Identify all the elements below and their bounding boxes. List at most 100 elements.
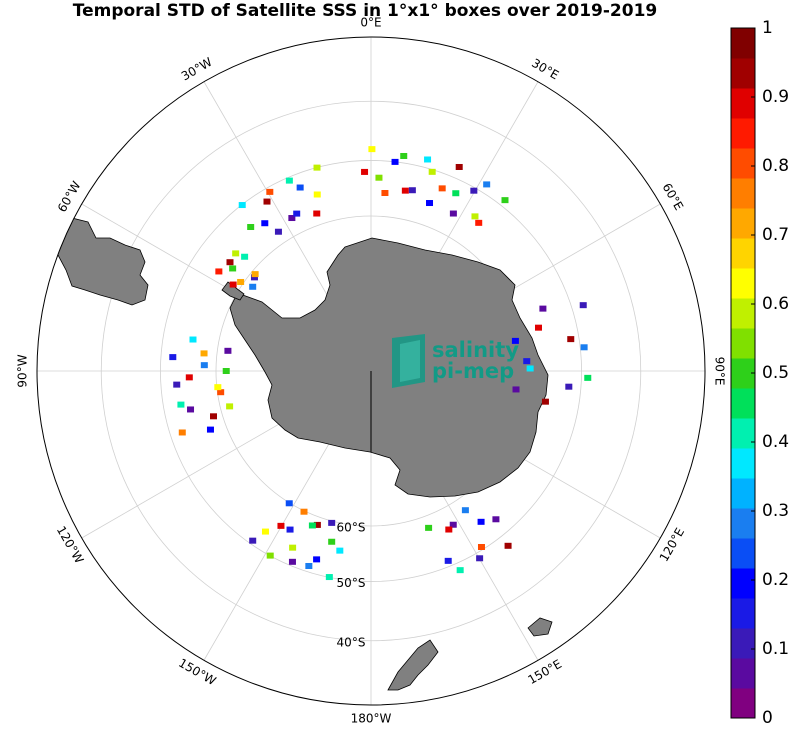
sss-std-cell bbox=[455, 163, 463, 170]
sss-std-cell bbox=[325, 574, 333, 581]
sss-std-cell bbox=[476, 555, 484, 562]
south-america bbox=[37, 204, 149, 306]
land-masses bbox=[37, 204, 553, 691]
sss-std-cell bbox=[177, 401, 185, 408]
sss-std-cell bbox=[285, 177, 293, 184]
sss-std-cell bbox=[579, 302, 587, 309]
colorbar-swatch bbox=[731, 328, 755, 359]
sss-std-cell bbox=[300, 508, 308, 515]
meridian-label: 120°W bbox=[54, 524, 87, 566]
sss-std-cell bbox=[209, 413, 217, 420]
colorbar-swatch bbox=[731, 268, 755, 299]
sss-std-cell bbox=[285, 500, 293, 507]
colorbar-tick-label: 0 bbox=[762, 708, 773, 728]
sss-std-cell bbox=[483, 181, 491, 188]
sss-std-cell bbox=[261, 528, 269, 535]
colorbar-tick-label: 0.8 bbox=[762, 156, 789, 176]
meridian-label: 120°E bbox=[657, 525, 687, 564]
colorbar-swatch bbox=[731, 598, 755, 629]
colorbar-swatch bbox=[731, 568, 755, 599]
logo-line1: salinity bbox=[432, 338, 519, 362]
colorbar-tick-label: 0.1 bbox=[762, 639, 789, 659]
colorbar-swatch bbox=[731, 388, 755, 419]
sss-std-cell bbox=[232, 250, 240, 257]
sss-std-cell bbox=[368, 146, 376, 153]
sss-std-cell bbox=[178, 429, 186, 436]
colorbar-tick-label: 0.4 bbox=[762, 432, 789, 452]
sss-std-cell bbox=[266, 552, 274, 559]
sss-std-cell bbox=[526, 365, 534, 372]
colorbar-ticks: 0 0.1 0.2 0.3 0.4 0.5 0.6 0.7 0.8 0.9 1 bbox=[751, 18, 789, 728]
colorbar-swatch bbox=[731, 448, 755, 479]
sss-std-cell bbox=[313, 164, 321, 171]
antarctica-landmass bbox=[227, 237, 549, 498]
colorbar-tick-label: 0.6 bbox=[762, 294, 789, 314]
sss-std-cell bbox=[565, 383, 573, 390]
sss-std-cell bbox=[222, 368, 230, 374]
colorbar-swatch bbox=[731, 118, 755, 149]
sss-std-cell bbox=[336, 547, 344, 554]
colorbar-tick-label: 0.3 bbox=[762, 501, 789, 521]
meridian-label: 150°W bbox=[176, 656, 218, 689]
sss-std-cell bbox=[449, 521, 457, 528]
sss-std-cell bbox=[200, 362, 208, 369]
sss-std-cell bbox=[580, 344, 588, 351]
sss-std-cell bbox=[206, 426, 214, 433]
sss-std-cell bbox=[401, 187, 409, 194]
sss-std-cell bbox=[424, 156, 432, 163]
sss-std-cell bbox=[226, 403, 234, 410]
sss-std-cell bbox=[217, 389, 225, 396]
sss-std-cell bbox=[289, 544, 297, 551]
sss-std-cell bbox=[567, 336, 575, 343]
sss-std-cell bbox=[470, 187, 478, 194]
sss-std-cell bbox=[361, 168, 369, 175]
sss-std-cell bbox=[277, 522, 285, 529]
sss-std-cell bbox=[504, 542, 512, 549]
colorbar-swatch bbox=[731, 208, 755, 239]
colorbar-swatch bbox=[731, 628, 755, 659]
sss-std-cell bbox=[226, 259, 234, 266]
sss-std-cell bbox=[261, 220, 269, 227]
colorbar-swatch bbox=[731, 238, 755, 269]
colorbar-swatch bbox=[731, 58, 755, 89]
data-points bbox=[169, 146, 592, 581]
sss-std-cell bbox=[328, 538, 336, 545]
sss-std-cell bbox=[247, 224, 255, 231]
meridian-label: 180°W bbox=[351, 712, 392, 726]
colorbar-swatch bbox=[731, 418, 755, 449]
map-frame bbox=[36, 36, 706, 706]
sss-std-cell bbox=[263, 198, 271, 205]
sss-std-cell bbox=[428, 168, 436, 175]
sss-std-cell bbox=[425, 524, 433, 531]
sss-std-cell bbox=[313, 210, 321, 217]
meridian-label: 30°E bbox=[529, 56, 561, 83]
sss-std-cell bbox=[296, 184, 304, 191]
meridian-label: 60°E bbox=[660, 181, 687, 213]
meridian-label: 0°E bbox=[360, 16, 381, 30]
sss-std-cell bbox=[426, 200, 434, 207]
colorbar-swatches bbox=[731, 28, 755, 719]
colorbar: 0 0.1 0.2 0.3 0.4 0.5 0.6 0.7 0.8 0.9 1 bbox=[730, 18, 789, 728]
sss-std-cell bbox=[286, 526, 294, 533]
sss-std-cell bbox=[456, 567, 464, 574]
parallel-label: 40°S bbox=[337, 635, 366, 649]
sss-std-cell bbox=[274, 228, 282, 235]
sss-std-cell bbox=[452, 190, 460, 197]
sss-std-cell bbox=[461, 507, 469, 514]
sss-std-cell bbox=[305, 562, 313, 569]
sss-std-cell bbox=[523, 358, 531, 365]
colorbar-swatch bbox=[731, 508, 755, 539]
colorbar-tick-label: 1 bbox=[762, 18, 773, 38]
antarctic-peninsula bbox=[221, 281, 245, 301]
sss-std-cell bbox=[237, 278, 245, 285]
sss-std-cell bbox=[449, 210, 457, 217]
sss-std-cell bbox=[511, 337, 519, 344]
parallel-label: 50°S bbox=[337, 576, 366, 590]
sss-std-cell bbox=[187, 406, 195, 413]
colorbar-swatch bbox=[731, 298, 755, 329]
sss-std-cell bbox=[438, 185, 446, 192]
sss-std-cell bbox=[238, 202, 246, 209]
colorbar-swatch bbox=[731, 538, 755, 569]
sss-std-cell bbox=[584, 374, 592, 381]
